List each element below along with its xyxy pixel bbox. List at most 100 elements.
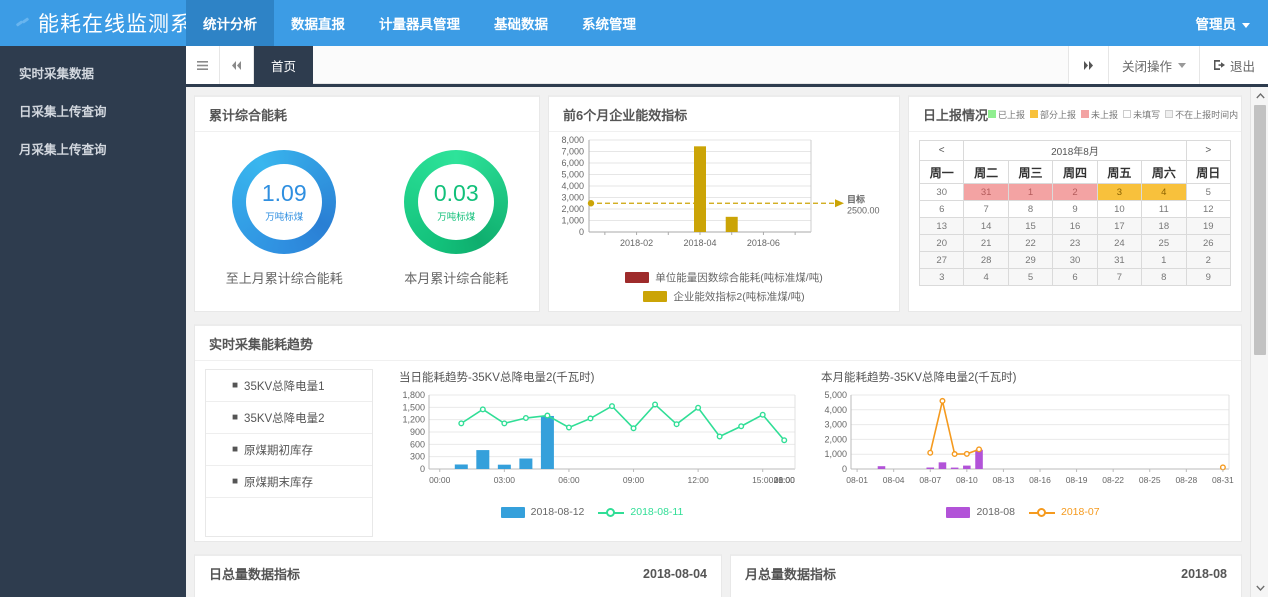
calendar-day-cell[interactable]: 30 — [1052, 251, 1098, 269]
list-item[interactable]: ■ 原煤期初库存 — [206, 434, 372, 466]
calendar-day-cell[interactable]: 28 — [963, 251, 1009, 269]
calendar-day-cell[interactable]: 31 — [1096, 251, 1143, 269]
calendar-day-cell[interactable]: 8 — [1141, 268, 1187, 286]
list-item[interactable]: ■ 35KV总降电量1 — [206, 370, 372, 402]
calendar-day-cell[interactable]: 3 — [918, 268, 965, 286]
calendar-day-cell[interactable]: 2 — [1052, 183, 1098, 201]
legend-item-2018-08-11[interactable]: 2018-08-11 — [598, 506, 683, 518]
calendar-day-cell[interactable]: 11 — [1141, 200, 1187, 218]
legend-item-2018-08-12[interactable]: 2018-08-12 — [500, 506, 585, 518]
calendar-day-cell[interactable]: 9 — [1052, 200, 1098, 218]
hamburger-icon[interactable] — [186, 46, 220, 84]
calendar-day-cell[interactable]: 19 — [1185, 217, 1232, 235]
calendar-day-cell[interactable]: 10 — [1096, 200, 1143, 218]
legend-item-efficiency-2[interactable]: 企业能效指标2(吨标准煤/吨) — [643, 289, 805, 304]
legend-label: 2018-08-12 — [530, 506, 585, 518]
double-chevron-left-icon[interactable] — [220, 46, 254, 84]
calendar-day-cell[interactable]: 7 — [963, 200, 1009, 218]
nav-item-statistics[interactable]: 统计分析 — [186, 0, 274, 46]
chevron-down-icon — [1177, 62, 1186, 68]
double-chevron-right-icon[interactable] — [1067, 46, 1108, 84]
list-item[interactable]: ■ 原煤期末库存 — [206, 466, 372, 498]
meter-list: ■ 35KV总降电量1 ■ 35KV总降电量2 ■ 原煤期初库存 ■ 原煤期末库… — [205, 369, 373, 537]
nav-item-data-report[interactable]: 数据直报 — [291, 17, 345, 32]
svg-text:0: 0 — [420, 464, 425, 474]
chevron-up-icon[interactable] — [1251, 87, 1268, 105]
month-legend: 2018-08 2018-07 — [809, 506, 1237, 518]
calendar-week-row: 13 14 15 16 17 18 19 — [918, 217, 1232, 235]
calendar-day-cell[interactable]: 29 — [1007, 251, 1054, 269]
calendar-day-cell[interactable]: 15 — [1007, 217, 1054, 235]
app-header: 能耗在线监测系统 统计分析 数据直报 计量器具管理 基础数据 系统管理 管理员 — [0, 0, 1268, 46]
legend-label: 部分上报 — [1040, 109, 1077, 120]
calendar-day-cell[interactable]: 12 — [1185, 200, 1232, 218]
chevron-down-icon[interactable] — [1251, 579, 1268, 597]
nav-item-basic-data[interactable]: 基础数据 — [494, 17, 548, 32]
user-menu[interactable]: 管理员 — [1196, 13, 1250, 33]
legend-row-2: 企业能效指标2(吨标准煤/吨) — [549, 289, 899, 304]
calendar-day-cell[interactable]: 6 — [918, 200, 965, 218]
calendar-day-cell[interactable]: 22 — [1007, 234, 1054, 252]
calendar-day-cell[interactable]: 25 — [1141, 234, 1187, 252]
svg-text:18:00: 18:00 — [774, 475, 796, 485]
donut-group: 1.09 万吨标煤 至上月累计综合能耗 0.03 万吨标煤 本月累计综合能耗 — [195, 132, 539, 287]
calendar-prev-button[interactable]: < — [918, 140, 965, 161]
legend-swatch — [1030, 110, 1039, 118]
calendar-day-cell[interactable]: 4 — [963, 268, 1009, 286]
calendar-day-cell[interactable]: 5 — [1185, 183, 1232, 201]
calendar-day-cell[interactable]: 18 — [1141, 217, 1187, 235]
calendar-dow-cell: 周五 — [1096, 160, 1143, 184]
calendar-day-cell[interactable]: 20 — [918, 234, 965, 252]
calendar-day-cell[interactable]: 9 — [1185, 268, 1232, 286]
calendar-day-cell[interactable]: 2 — [1185, 251, 1232, 269]
tab-home[interactable]: 首页 — [254, 46, 314, 84]
calendar-day-cell[interactable]: 17 — [1096, 217, 1143, 235]
calendar-next-button[interactable]: > — [1185, 140, 1232, 161]
calendar-day-cell[interactable]: 31 — [963, 183, 1009, 201]
svg-text:1,000: 1,000 — [824, 449, 847, 459]
calendar-day-cell[interactable]: 27 — [918, 251, 965, 269]
svg-text:0: 0 — [842, 464, 847, 474]
sidebar-item-daily-upload-query[interactable]: 日采集上传查询 — [19, 104, 107, 119]
legend-item-2018-08[interactable]: 2018-08 — [946, 506, 1015, 518]
calendar-day-cell[interactable]: 7 — [1096, 268, 1143, 286]
calendar-day-cell[interactable]: 23 — [1052, 234, 1098, 252]
sidebar: 实时采集数据 日采集上传查询 月采集上传查询 — [0, 46, 186, 597]
list-item[interactable]: ■ 35KV总降电量2 — [206, 402, 372, 434]
sidebar-item-realtime-data[interactable]: 实时采集数据 — [19, 66, 95, 81]
calendar-day-cell[interactable]: 26 — [1185, 234, 1232, 252]
calendar-day-cell[interactable]: 1 — [1141, 251, 1187, 269]
legend-item-2018-07[interactable]: 2018-07 — [1029, 506, 1100, 518]
calendar-month-label: 2018年8月 — [963, 140, 1187, 161]
report-calendar: <2018年8月 > 周一 周二 周三 周四 周五 周六 周日 30 31 1 2 3 4 5 6 7 8 9 10 11… — [918, 140, 1232, 286]
calendar-day-cell[interactable]: 6 — [1052, 268, 1098, 286]
scrollbar-thumb[interactable] — [1254, 105, 1266, 355]
donut-caption: 至上月累计综合能耗 — [225, 271, 343, 286]
today-legend: 2018-08-12 2018-08-11 — [383, 506, 801, 518]
calendar-day-cell[interactable]: 8 — [1007, 200, 1054, 218]
vertical-scrollbar[interactable] — [1250, 87, 1268, 597]
panel-title: 日总量数据指标 — [209, 567, 301, 582]
header-right: 管理员 — [1196, 0, 1268, 46]
svg-text:4,000: 4,000 — [824, 405, 847, 415]
calendar-day-cell[interactable]: 13 — [918, 217, 965, 235]
calendar-day-cell[interactable]: 4 — [1141, 183, 1187, 201]
calendar-day-cell[interactable]: 30 — [918, 183, 965, 201]
calendar-week-row: 30 31 1 2 3 4 5 — [918, 183, 1232, 201]
legend-item-unit-energy[interactable]: 单位能量因数综合能耗(吨标准煤/吨) — [625, 270, 823, 285]
sidebar-item-monthly-upload-query[interactable]: 月采集上传查询 — [19, 142, 107, 157]
calendar-day-cell[interactable]: 24 — [1096, 234, 1143, 252]
calendar-nav-row: <2018年8月 > — [918, 140, 1232, 161]
calendar-day-cell[interactable]: 14 — [963, 217, 1009, 235]
calendar-day-cell[interactable]: 16 — [1052, 217, 1098, 235]
calendar-day-cell[interactable]: 5 — [1007, 268, 1054, 286]
nav-item-system-management[interactable]: 系统管理 — [582, 17, 636, 32]
calendar-day-cell[interactable]: 21 — [963, 234, 1009, 252]
logout-button[interactable]: 退出 — [1198, 46, 1268, 84]
calendar-day-cell[interactable]: 1 — [1007, 183, 1054, 201]
close-operations-menu[interactable]: 关闭操作 — [1107, 46, 1199, 84]
nav-item-meter-management[interactable]: 计量器具管理 — [379, 17, 460, 32]
calendar-day-cell[interactable]: 3 — [1096, 183, 1143, 201]
chevron-up-glyph — [1255, 93, 1265, 99]
